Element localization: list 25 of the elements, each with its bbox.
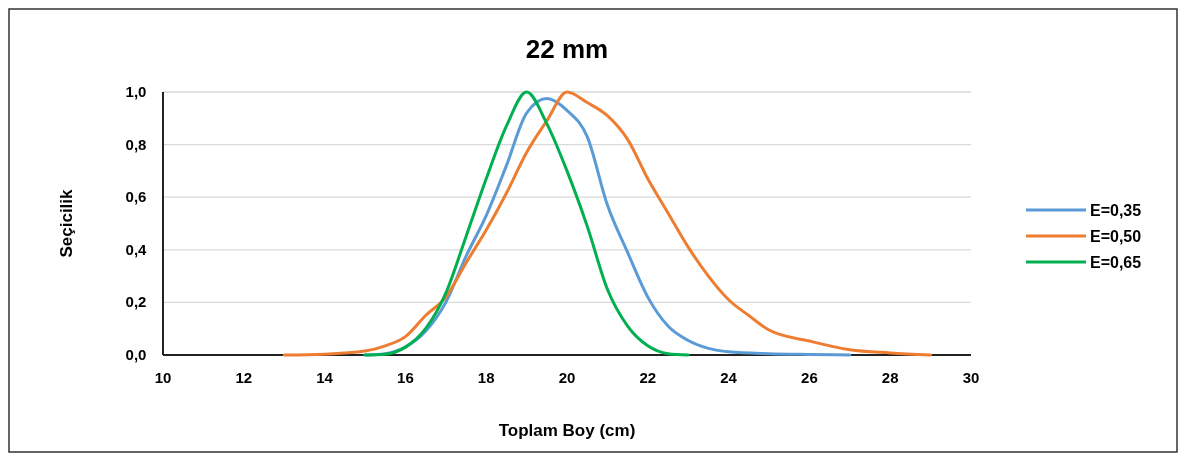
- x-tick-label: 10: [154, 369, 172, 386]
- x-axis-title: Toplam Boy (cm): [498, 421, 636, 440]
- y-axis-title: Seçicilik: [57, 188, 76, 258]
- line-series: [363, 90, 690, 357]
- y-tick-label: 0,0: [125, 346, 147, 363]
- x-tick-label: 30: [962, 369, 980, 386]
- x-tick-label: 20: [558, 369, 576, 386]
- x-tick-label: 14: [316, 369, 334, 386]
- chart-title: 22 mm: [525, 34, 609, 64]
- line-series: [282, 90, 933, 357]
- legend-label: E=0,50: [1090, 228, 1142, 245]
- y-tick-label: 0,8: [125, 135, 147, 153]
- x-tick-label: 24: [720, 369, 738, 386]
- x-tick-label: 12: [235, 369, 253, 386]
- x-tick-label: 22: [639, 369, 657, 386]
- y-tick-label: 1,0: [125, 83, 147, 100]
- x-tick-label: 16: [397, 369, 414, 386]
- y-tick-label: 0,2: [125, 293, 147, 311]
- x-tick-label: 18: [477, 369, 495, 386]
- y-tick-label: 0,4: [125, 240, 148, 258]
- legend-label: E=0,65: [1090, 254, 1142, 271]
- x-tick-label: 28: [881, 369, 899, 386]
- y-tick-label: 0,6: [125, 188, 147, 206]
- legend-label: E=0,35: [1090, 202, 1142, 219]
- x-tick-label: 26: [801, 369, 818, 386]
